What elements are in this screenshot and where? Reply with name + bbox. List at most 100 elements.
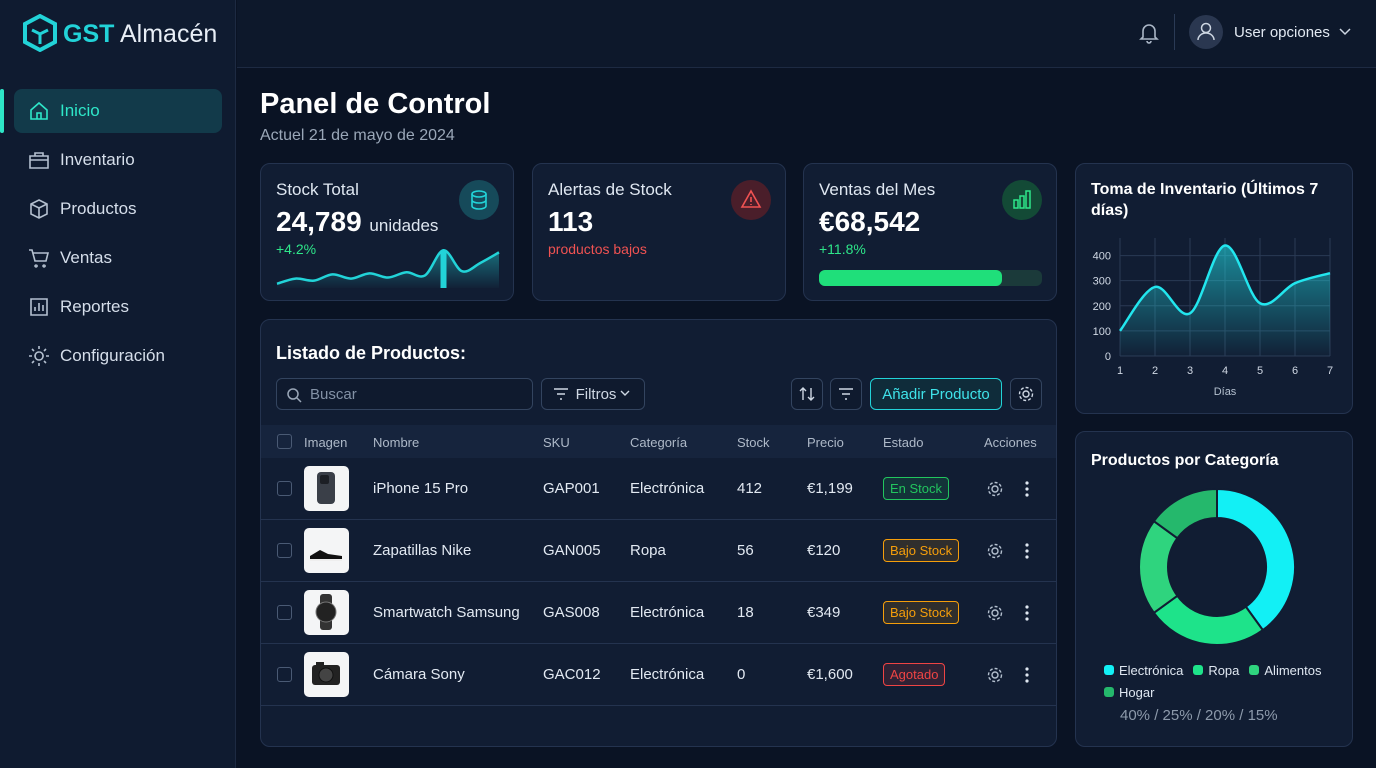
avatar[interactable] [1189, 15, 1223, 49]
row-checkbox[interactable] [277, 481, 292, 496]
kpi-value: 24,789 unidades [276, 206, 438, 238]
progress-bar [819, 270, 1002, 286]
cell-name: Smartwatch Samsung [373, 604, 520, 621]
nav-indicator [0, 89, 4, 133]
cell-stock: 412 [737, 480, 763, 497]
line-series [1118, 244, 1331, 332]
brand-suffix: Almacén [119, 20, 218, 48]
page-subtitle: Actuel 21 de mayo de 2024 [260, 127, 455, 144]
legend-label: Hogar [1119, 685, 1155, 700]
y-tick-label: 100 [1093, 326, 1111, 338]
legend-item: Alimentos [1249, 663, 1321, 678]
row-actions[interactable] [984, 663, 1044, 687]
x-tick-label: 6 [1292, 365, 1298, 377]
kpi-value: 113 [548, 206, 594, 237]
table-row: iPhone 15 Pro GAP001 Electrónica 412 €1,199 E… [261, 458, 1056, 520]
row-actions[interactable] [984, 601, 1044, 625]
status-badge: En Stock [883, 477, 950, 500]
sparkline-area [277, 250, 499, 288]
cell-price: €120 [807, 542, 841, 559]
nav-item[interactable]: Inicio [14, 89, 222, 133]
status-badge: Agotado [883, 663, 946, 686]
product-table-card: Listado de Productos: Buscar Filtros Aña… [260, 319, 1057, 747]
x-tick-label: 7 [1327, 365, 1333, 377]
brand-name: GST [63, 20, 115, 48]
cell-stock: 18 [737, 604, 754, 621]
legend-label: Alimentos [1264, 663, 1322, 678]
sparkline-highlight [440, 250, 447, 288]
row-checkbox[interactable] [277, 667, 292, 682]
line-chart-card: Toma de Inventario (Últimos 7 días) 0 100 2… [1075, 163, 1353, 414]
legend-item: Hogar [1104, 685, 1154, 700]
user-menu[interactable]: User opciones [1234, 24, 1330, 41]
logo-icon [23, 14, 57, 52]
menu-dot [1025, 549, 1029, 553]
x-axis-label: Días [1214, 386, 1237, 398]
cell-stock: 0 [737, 666, 746, 683]
search-placeholder: Buscar [310, 385, 357, 403]
nav-item[interactable]: Ventas [14, 236, 222, 280]
nav-item[interactable]: Productos [14, 187, 222, 231]
filter-button[interactable]: Filtros [541, 378, 645, 410]
row-actions[interactable] [984, 477, 1044, 501]
nav-icon [29, 249, 50, 268]
kpi-label: Ventas del Mes [819, 180, 936, 199]
nav-label: Reportes [60, 297, 129, 316]
table-title: Listado de Productos: [276, 343, 467, 363]
cell-name: iPhone 15 Pro [373, 480, 469, 497]
table-row: Cámara Sony GAC012 Electrónica 0 €1,600 Agota… [261, 644, 1056, 706]
x-tick-label: 1 [1117, 365, 1123, 377]
cell-sku: GAP001 [543, 480, 600, 497]
gear [991, 547, 999, 555]
top-bar: User opciones [237, 0, 1376, 68]
x-tick-label: 5 [1257, 365, 1263, 377]
pie-chart-card: Productos por Categoría Electrónica Ropa Al… [1075, 431, 1353, 747]
nav-label: Configuración [60, 346, 165, 365]
search-input[interactable]: Buscar [276, 378, 533, 410]
table-row: Smartwatch Samsung GAS008 Electrónica 18 €34… [261, 582, 1056, 644]
nav-label: Inventario [60, 150, 135, 169]
bell-icon[interactable] [1138, 22, 1160, 44]
brand: GST Almacén [63, 20, 217, 49]
header-checkbox[interactable] [277, 434, 292, 449]
icon-path [29, 249, 50, 268]
y-tick-label: 300 [1093, 276, 1111, 288]
pie-chart: Productos por Categoría Electrónica Ropa Al… [1091, 452, 1321, 724]
gear [987, 667, 1003, 683]
menu-dot [1025, 679, 1029, 683]
settings-button[interactable] [1010, 378, 1042, 410]
table-row: Zapatillas Nike GAN005 Ropa 56 €120 Bajo Stoc… [261, 520, 1056, 582]
legend-item: Electrónica [1104, 663, 1183, 678]
row-checkbox[interactable] [277, 605, 292, 620]
nav-item[interactable]: Configuración [14, 334, 222, 378]
legend-swatch [1104, 665, 1114, 675]
cell-category: Ropa [630, 542, 666, 559]
nav-item[interactable]: Inventario [14, 138, 222, 182]
add-product-button[interactable]: Añadir Producto [870, 378, 1002, 410]
cell-sku: GAC012 [543, 666, 601, 683]
column-header: Categoría [630, 435, 688, 450]
cell-category: Electrónica [630, 604, 705, 621]
sparkline [276, 249, 500, 288]
row-actions[interactable] [984, 539, 1044, 563]
filter-icon-button[interactable] [830, 378, 862, 410]
product-image [304, 652, 349, 697]
cell-price: €1,199 [807, 480, 853, 497]
gear [987, 605, 1003, 621]
legend-swatch [1193, 665, 1204, 675]
nav-item[interactable]: Reportes [14, 285, 222, 329]
menu-dot [1025, 543, 1029, 547]
y-tick-label: 400 [1093, 251, 1111, 263]
kpi-icon [459, 180, 499, 220]
column-header: Nombre [373, 435, 420, 450]
product-image [304, 590, 349, 635]
kpi-card: Alertas de Stock 113 productos bajos [532, 163, 786, 301]
cell-sku: GAS008 [543, 604, 600, 621]
row-checkbox[interactable] [277, 543, 292, 558]
cell-stock: 56 [737, 542, 754, 559]
page-title: Panel de Control [260, 88, 491, 120]
cell-price: €1,600 [807, 666, 853, 683]
icon-path [29, 346, 49, 366]
sort-button[interactable] [791, 378, 823, 410]
